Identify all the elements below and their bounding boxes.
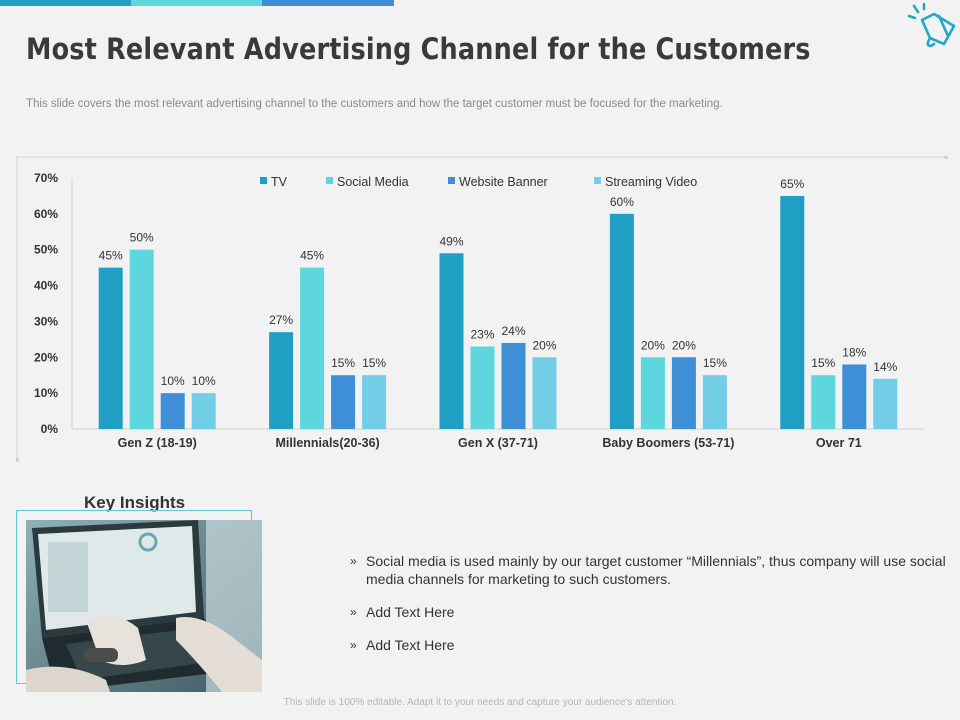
data-label: 45% [99, 249, 123, 263]
y-tick-label: 40% [34, 279, 58, 293]
megaphone-icon [907, 2, 956, 48]
bar-social-media [300, 267, 325, 429]
bar-streaming-video [532, 357, 557, 429]
bar-chart: 0% 10% 20% 30% 40% 50% 60% 70% 45% 50% 10% 10% Gen Z… [16, 156, 948, 462]
data-label: 65% [780, 177, 804, 191]
legend-label: Social Media [337, 175, 409, 189]
insight-item: » Social media is used mainly by our tar… [350, 552, 950, 588]
y-tick-label: 20% [34, 350, 58, 364]
data-label: 18% [842, 345, 866, 359]
insight-item: » Add Text Here [350, 603, 950, 621]
legend-label: Streaming Video [605, 175, 697, 189]
data-label: 23% [470, 328, 494, 342]
y-tick-label: 0% [41, 422, 59, 436]
data-label: 15% [362, 356, 386, 370]
data-label: 20% [641, 338, 665, 352]
accent-segment-3 [262, 0, 394, 6]
bar-streaming-video [191, 393, 216, 429]
bar-website-banner [160, 393, 185, 429]
bar-tv [98, 267, 123, 429]
data-label: 20% [672, 338, 696, 352]
bar-tv [269, 332, 294, 429]
legend-swatch [260, 177, 267, 184]
x-tick-label: Gen X (37-71) [458, 436, 538, 450]
legend-swatch [448, 177, 455, 184]
insight-text: Social media is used mainly by our targe… [366, 553, 946, 587]
accent-segment-1 [0, 0, 131, 6]
data-label: 20% [532, 338, 556, 352]
insight-text: Add Text Here [366, 637, 455, 653]
accent-segment-2 [131, 0, 262, 6]
top-accent-bar [0, 0, 394, 6]
x-tick-label: Over 71 [816, 436, 862, 450]
bar-social-media [470, 346, 495, 429]
bar-website-banner [331, 375, 356, 429]
legend-swatch [594, 177, 601, 184]
bar-website-banner [842, 364, 867, 429]
y-tick-label: 10% [34, 386, 58, 400]
insights-list: » Social media is used mainly by our tar… [350, 552, 950, 669]
footer-note: This slide is 100% editable. Adapt it to… [283, 697, 677, 708]
data-label: 45% [300, 249, 324, 263]
insight-item: » Add Text Here [350, 636, 950, 654]
data-label: 50% [130, 231, 154, 245]
laptop-typing-photo [26, 520, 262, 692]
bar-website-banner [671, 357, 696, 429]
legend-label: TV [271, 175, 288, 189]
bar-streaming-video [702, 375, 727, 429]
bar-social-media [129, 249, 154, 429]
data-label: 15% [811, 356, 835, 370]
y-tick-label: 60% [34, 207, 58, 221]
bar-streaming-video [362, 375, 387, 429]
data-label: 24% [501, 324, 525, 338]
bullet-marker: » [350, 554, 357, 568]
x-tick-label: Baby Boomers (53-71) [602, 436, 734, 450]
data-label: 60% [610, 195, 634, 209]
x-tick-label: Gen Z (18-19) [118, 436, 197, 450]
x-tick-label: Millennials(20-36) [275, 436, 379, 450]
data-label: 49% [439, 234, 463, 248]
y-tick-label: 30% [34, 314, 58, 328]
y-tick-label: 70% [34, 171, 58, 185]
page-title: Most Relevant Advertising Channel for th… [26, 32, 811, 66]
bullet-marker: » [350, 605, 357, 619]
insight-text: Add Text Here [366, 604, 455, 620]
bar-tv [780, 195, 805, 429]
y-tick-label: 50% [34, 243, 58, 257]
chart-border-dot [944, 156, 948, 159]
chart-frame: 0% 10% 20% 30% 40% 50% 60% 70% 45% 50% 10% 10% Gen Z… [16, 156, 948, 462]
data-label: 15% [331, 356, 355, 370]
data-label: 15% [703, 356, 727, 370]
bar-social-media [811, 375, 836, 429]
chart-border-dot [16, 458, 19, 462]
bar-tv [609, 213, 634, 429]
bar-streaming-video [873, 378, 898, 429]
legend-label: Website Banner [459, 175, 548, 189]
page-subtitle: This slide covers the most relevant adve… [26, 98, 723, 110]
bar-website-banner [501, 342, 526, 429]
legend-swatch [326, 177, 333, 184]
bar-tv [439, 253, 464, 429]
data-label: 14% [873, 360, 897, 374]
data-label: 10% [192, 374, 216, 388]
data-label: 27% [269, 313, 293, 327]
bar-social-media [640, 357, 665, 429]
key-insights-heading: Key Insights [84, 493, 186, 512]
bullet-marker: » [350, 638, 357, 652]
data-label: 10% [161, 374, 185, 388]
